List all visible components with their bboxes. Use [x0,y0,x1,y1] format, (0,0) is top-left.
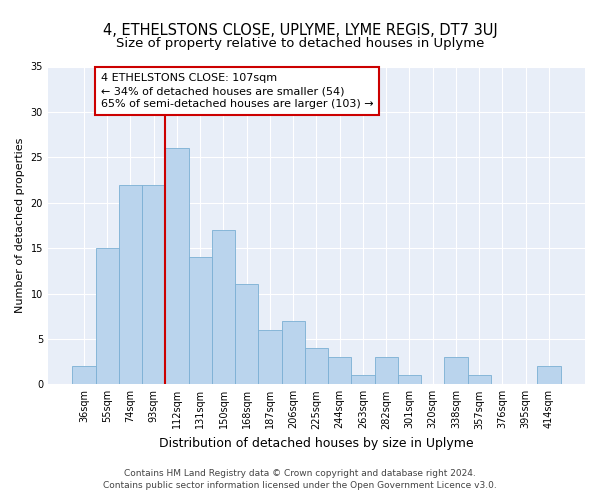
Bar [259,330,281,384]
Bar [467,375,491,384]
Bar [188,257,212,384]
Bar [95,248,119,384]
Text: 4, ETHELSTONS CLOSE, UPLYME, LYME REGIS, DT7 3UJ: 4, ETHELSTONS CLOSE, UPLYME, LYME REGIS,… [103,22,497,38]
Text: Contains HM Land Registry data © Crown copyright and database right 2024.
Contai: Contains HM Land Registry data © Crown c… [103,468,497,490]
Bar [538,366,560,384]
Y-axis label: Number of detached properties: Number of detached properties [15,138,25,313]
Bar [235,284,259,384]
Bar [374,357,398,384]
Bar [328,357,352,384]
Bar [142,184,166,384]
Bar [445,357,467,384]
X-axis label: Distribution of detached houses by size in Uplyme: Distribution of detached houses by size … [159,437,474,450]
Bar [73,366,95,384]
Text: Size of property relative to detached houses in Uplyme: Size of property relative to detached ho… [116,38,484,51]
Bar [119,184,142,384]
Bar [166,148,188,384]
Bar [352,375,374,384]
Bar [212,230,235,384]
Bar [281,320,305,384]
Bar [305,348,328,385]
Text: 4 ETHELSTONS CLOSE: 107sqm
← 34% of detached houses are smaller (54)
65% of semi: 4 ETHELSTONS CLOSE: 107sqm ← 34% of deta… [101,73,373,110]
Bar [398,375,421,384]
